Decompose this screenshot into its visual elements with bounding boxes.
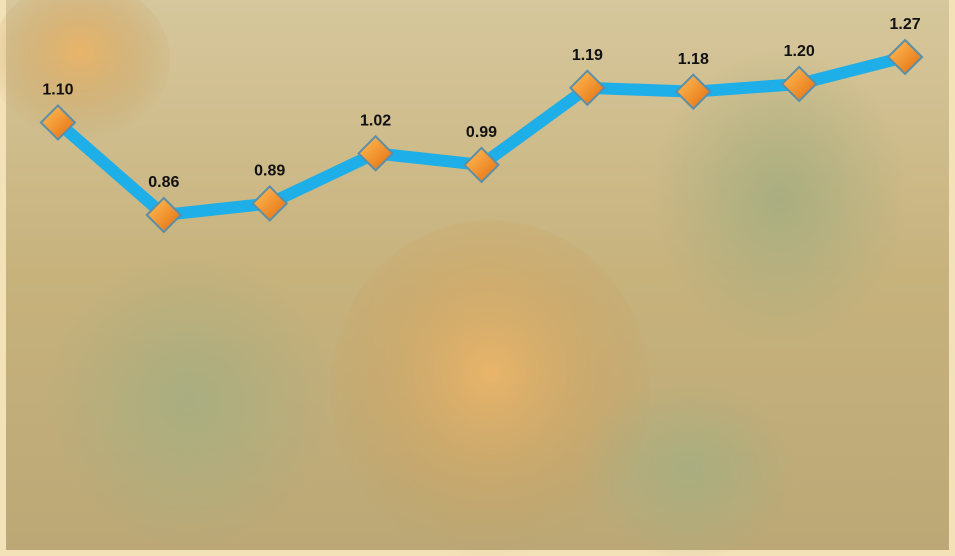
data-label: 0.99 xyxy=(466,124,497,141)
marker xyxy=(674,73,712,111)
bg-shape xyxy=(650,50,910,350)
data-label: 1.27 xyxy=(889,16,920,33)
marker xyxy=(568,69,606,107)
marker xyxy=(780,65,818,103)
marker xyxy=(463,146,500,184)
bg-shape xyxy=(0,0,170,140)
marker xyxy=(357,134,395,172)
data-label: 1.19 xyxy=(572,47,603,64)
marker xyxy=(886,38,924,76)
marker xyxy=(39,104,77,141)
data-label: 0.89 xyxy=(254,163,285,180)
bg-shape xyxy=(580,380,800,556)
data-label: 1.10 xyxy=(42,82,73,99)
data-label: 1.02 xyxy=(360,113,391,130)
marker xyxy=(251,185,289,222)
marker xyxy=(145,196,183,234)
data-label: 1.18 xyxy=(678,51,709,68)
data-label: 1.20 xyxy=(784,43,815,60)
data-label: 0.86 xyxy=(148,174,179,191)
bg-shape xyxy=(330,220,650,556)
bg-shape xyxy=(40,250,340,550)
